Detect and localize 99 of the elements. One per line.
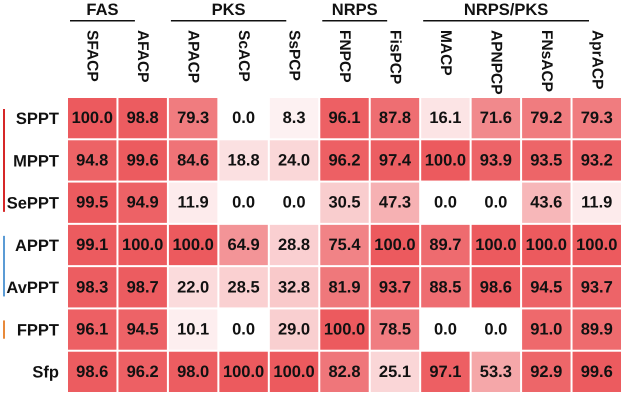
- x-tick-label: MACP: [436, 30, 454, 76]
- data-label: 89.9: [580, 320, 613, 339]
- data-label: 99.6: [126, 151, 159, 170]
- x-tick-label: FisPCP: [386, 30, 404, 84]
- data-label: 79.2: [530, 109, 562, 128]
- data-label: 11.9: [581, 194, 612, 212]
- data-label: 79.3: [177, 109, 210, 128]
- data-label: 100.0: [526, 236, 567, 254]
- data-label: 100.0: [576, 236, 618, 254]
- data-label: 28.8: [278, 236, 310, 254]
- data-label: 25.1: [378, 362, 412, 381]
- y-tick-label: AvPPT: [6, 279, 59, 298]
- x-tick-label: ScACP: [235, 30, 252, 82]
- y-tick-label: APPT: [14, 236, 59, 255]
- data-label: 92.9: [530, 362, 562, 381]
- data-label: 43.6: [530, 194, 562, 212]
- data-label: 24.0: [278, 151, 310, 170]
- y-tick-label: MPPT: [13, 152, 59, 170]
- data-label: 0.0: [484, 320, 508, 339]
- data-label: 81.9: [328, 278, 361, 296]
- data-label: 88.5: [429, 278, 462, 296]
- data-label: 32.8: [278, 278, 310, 296]
- data-label: 22.0: [177, 278, 210, 296]
- data-label: 94.9: [126, 194, 159, 212]
- y-tick-label: FPPT: [16, 321, 59, 340]
- data-label: 0.0: [434, 194, 457, 212]
- data-label: 84.6: [177, 151, 210, 170]
- data-label: 8.3: [282, 109, 306, 128]
- data-label: 100.0: [475, 236, 517, 254]
- data-label: 100.0: [424, 151, 466, 170]
- data-label: 0.0: [434, 320, 457, 339]
- data-label: 18.8: [228, 151, 260, 170]
- data-label: 96.2: [328, 151, 361, 170]
- data-label: 71.6: [480, 109, 512, 128]
- data-label: 96.2: [126, 362, 159, 381]
- data-label: 0.0: [282, 194, 306, 212]
- data-label: 82.8: [328, 362, 361, 381]
- data-label: 97.1: [429, 362, 462, 381]
- data-label: 100.0: [172, 236, 214, 254]
- data-label: 64.9: [228, 236, 260, 254]
- data-label: 28.5: [228, 278, 260, 296]
- data-label: 99.5: [76, 194, 108, 212]
- x-tick-label: APNPCP: [487, 30, 504, 95]
- data-label: 98.6: [480, 278, 512, 296]
- x-tick-label: APACP: [184, 30, 202, 84]
- data-label: 47.3: [378, 194, 412, 212]
- data-label: 99.6: [580, 362, 613, 381]
- data-label: 87.8: [378, 109, 412, 128]
- data-label: 98.3: [76, 278, 108, 296]
- data-label: 100.0: [374, 236, 416, 254]
- data-label: 93.7: [580, 278, 613, 296]
- data-label: 100.0: [122, 236, 164, 254]
- data-label: 98.7: [126, 278, 159, 296]
- data-label: 53.3: [480, 362, 512, 381]
- data-label: 100.0: [273, 362, 315, 381]
- x-tick-label: SsPCP: [286, 30, 303, 81]
- y-tick-label: SePPT: [6, 194, 59, 213]
- data-label: 0.0: [232, 194, 256, 212]
- data-label: 30.5: [328, 194, 361, 212]
- data-label: 91.0: [530, 320, 562, 339]
- data-label: 93.5: [530, 151, 562, 170]
- data-label: 75.4: [328, 236, 362, 254]
- data-label: 79.3: [580, 109, 613, 128]
- data-label: 99.1: [76, 236, 108, 254]
- data-label: 93.2: [580, 151, 613, 170]
- data-label: 10.1: [177, 320, 210, 339]
- data-label: 96.1: [328, 109, 361, 128]
- data-label: 98.0: [177, 362, 210, 381]
- data-label: 94.8: [76, 151, 108, 170]
- text: FAS: [86, 1, 118, 19]
- data-label: 93.9: [480, 151, 512, 170]
- data-label: 16.1: [429, 109, 462, 128]
- text: NRPS: [332, 1, 378, 19]
- data-label: 98.8: [126, 109, 159, 128]
- data-label: 93.7: [378, 278, 412, 296]
- data-label: 98.6: [76, 362, 108, 381]
- data-label: 0.0: [484, 194, 508, 212]
- data-label: 100.0: [72, 109, 113, 128]
- data-label: 0.0: [232, 320, 256, 339]
- data-label: 0.0: [232, 109, 256, 128]
- data-label: 78.5: [378, 320, 412, 339]
- data-label: 94.5: [126, 320, 159, 339]
- data-label: 89.7: [429, 236, 462, 254]
- x-tick-label: SFACP: [84, 30, 101, 82]
- data-label: 97.4: [378, 151, 412, 170]
- text: NRPS/PKS: [464, 1, 548, 19]
- data-label: 29.0: [278, 320, 310, 339]
- x-tick-label: AFACP: [134, 30, 152, 83]
- text: PKS: [212, 1, 246, 19]
- x-tick-label: AprACP: [588, 30, 606, 90]
- y-tick-label: Sfp: [32, 364, 59, 382]
- data-label: 100.0: [324, 320, 366, 339]
- x-tick-label: FNsACP: [538, 30, 555, 92]
- x-tick-label: FNPCP: [336, 30, 353, 83]
- y-tick-label: SPPT: [16, 110, 59, 128]
- data-label: 94.5: [530, 278, 562, 296]
- data-label: 11.9: [178, 194, 209, 212]
- data-label: 96.1: [76, 320, 108, 339]
- data-label: 100.0: [222, 362, 264, 381]
